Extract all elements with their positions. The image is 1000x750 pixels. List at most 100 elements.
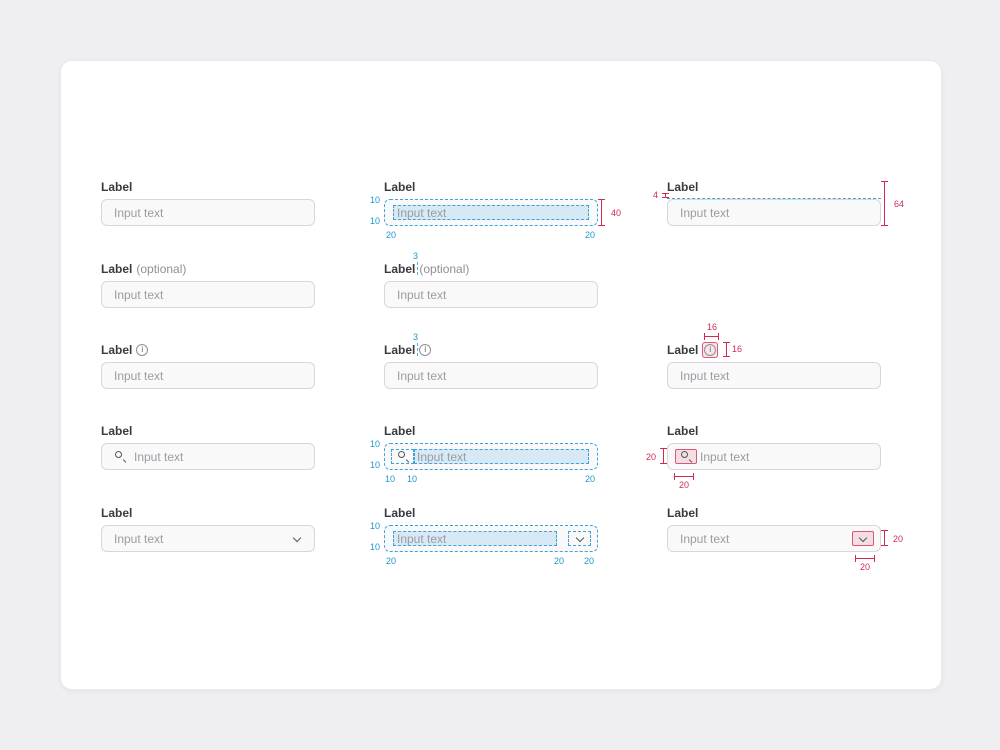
search-input[interactable]: Input text bbox=[384, 443, 598, 470]
gap-guide-line bbox=[417, 262, 418, 275]
input-placeholder: Input text bbox=[114, 531, 164, 546]
spec-search-icon-size: Label Input text 20 20 bbox=[646, 424, 881, 490]
spec-default-input-heights: Label Input text 4 64 bbox=[653, 180, 904, 226]
measure-padding-left: 10 bbox=[385, 474, 396, 484]
measure-padding-top: 10 bbox=[370, 195, 381, 205]
field-label: Label bbox=[667, 424, 881, 438]
field-label: Label (optional) 3 bbox=[384, 251, 598, 276]
input-placeholder: Input text bbox=[114, 368, 164, 383]
optional-label-text: (optional) bbox=[419, 262, 470, 276]
spec-default-input-padding: Label Input text 10 10 20 20 40 bbox=[370, 180, 621, 240]
input-placeholder: Input text bbox=[417, 449, 467, 464]
input-placeholder: Input text bbox=[680, 368, 730, 383]
field-label-text: Label bbox=[667, 343, 699, 357]
content-area-overlay bbox=[414, 449, 589, 464]
measure-chevron-height: 20 bbox=[892, 534, 903, 544]
field-label: Label 3 bbox=[384, 332, 598, 357]
search-icon bbox=[397, 450, 410, 463]
spec-search-input: Label Input text bbox=[101, 424, 315, 470]
select-input[interactable]: Input text bbox=[667, 525, 881, 552]
search-icon bbox=[114, 450, 127, 463]
field-label-text: Label bbox=[384, 343, 416, 357]
spec-default-input: Label Input text bbox=[101, 180, 315, 226]
spec-select-input-padding: Label Input text 10 10 20 20 20 bbox=[370, 506, 598, 566]
measure-padding-bottom: 10 bbox=[370, 460, 381, 470]
field-label-text: Label bbox=[101, 506, 133, 520]
text-input[interactable]: Input text bbox=[101, 199, 315, 226]
text-input[interactable]: Input text bbox=[101, 362, 315, 389]
chevron-down-icon bbox=[575, 534, 585, 544]
search-input[interactable]: Input text bbox=[101, 443, 315, 470]
measure-padding-left: 20 bbox=[386, 556, 397, 566]
field-label: Label bbox=[667, 506, 881, 520]
field-label-text: Label bbox=[667, 506, 699, 520]
text-input[interactable]: Input text bbox=[667, 199, 881, 226]
search-input[interactable]: Input text bbox=[667, 443, 881, 470]
measure-bracket-icon-width bbox=[674, 473, 694, 480]
text-input[interactable]: Input text bbox=[667, 362, 881, 389]
field-label: Label bbox=[384, 424, 598, 438]
measure-chevron-gap: 20 bbox=[554, 556, 565, 566]
measure-icon-width: 20 bbox=[679, 480, 690, 490]
content-area-overlay bbox=[393, 531, 557, 546]
measure-label-gap: 4 bbox=[653, 190, 659, 200]
content-area-overlay bbox=[393, 205, 589, 220]
measure-icon-height: 20 bbox=[646, 452, 657, 462]
measure-padding-top: 10 bbox=[370, 439, 381, 449]
measure-bracket-icon-height bbox=[723, 342, 730, 357]
select-input[interactable]: Input text bbox=[101, 525, 315, 552]
chevron-area-overlay bbox=[568, 531, 591, 546]
field-label-text: Label bbox=[101, 180, 133, 194]
field-label-text: Label bbox=[101, 424, 133, 438]
spec-optional-label-input: Label (optional) Input text bbox=[101, 262, 315, 308]
measure-padding-bottom: 10 bbox=[370, 542, 381, 552]
field-label: Label bbox=[101, 424, 315, 438]
measure-bracket-chevron-height bbox=[881, 530, 888, 546]
input-placeholder: Input text bbox=[114, 287, 164, 302]
chevron-down-icon bbox=[858, 534, 868, 544]
field-label: Label bbox=[384, 506, 598, 520]
measure-total-height: 64 bbox=[893, 199, 904, 209]
field-label-text: Label bbox=[667, 180, 699, 194]
measure-icon-width: 16 bbox=[707, 322, 718, 332]
spec-info-icon-size: Label 16 16 Input text bbox=[667, 322, 881, 389]
search-icon bbox=[680, 450, 693, 463]
input-placeholder: Input text bbox=[680, 531, 730, 546]
measure-padding-right: 20 bbox=[585, 230, 596, 240]
input-placeholder: Input text bbox=[680, 205, 730, 220]
input-placeholder: Input text bbox=[397, 531, 447, 546]
field-label: Label bbox=[101, 180, 315, 194]
field-label-text: Label bbox=[384, 262, 416, 276]
measure-optional-gap: 3 bbox=[413, 251, 419, 261]
text-input[interactable]: Input text bbox=[384, 281, 598, 308]
text-input[interactable]: Input text bbox=[101, 281, 315, 308]
info-icon[interactable] bbox=[704, 344, 717, 356]
measure-bracket-icon-height bbox=[660, 448, 667, 464]
spec-select-chevron-size: Label Input text 20 20 bbox=[667, 506, 903, 572]
field-label: Label bbox=[101, 506, 315, 520]
measure-bracket-height bbox=[598, 199, 605, 226]
select-input[interactable]: Input text bbox=[384, 525, 598, 552]
measure-bracket-label-gap bbox=[662, 193, 669, 198]
spec-search-input-padding: Label Input text 10 10 10 10 20 bbox=[370, 424, 598, 484]
chevron-down-icon bbox=[292, 534, 302, 544]
input-placeholder: Input text bbox=[397, 368, 447, 383]
field-label-text: Label bbox=[101, 343, 133, 357]
spec-select-input: Label Input text bbox=[101, 506, 315, 552]
field-label: Label bbox=[384, 180, 598, 194]
text-input[interactable]: Input text bbox=[384, 199, 598, 226]
spec-info-label-input: Label Input text bbox=[101, 343, 315, 389]
field-label-text: Label bbox=[384, 506, 416, 520]
input-placeholder: Input text bbox=[397, 287, 447, 302]
info-icon[interactable] bbox=[136, 344, 149, 356]
measure-chevron-width: 20 bbox=[859, 562, 870, 572]
measure-padding-right: 20 bbox=[585, 474, 596, 484]
spec-optional-label-gap: Label (optional) 3 Input text bbox=[384, 251, 598, 308]
measure-bracket-icon-width bbox=[704, 333, 719, 340]
field-label-text: Label bbox=[384, 424, 416, 438]
gap-guide-line bbox=[417, 343, 418, 356]
field-label: Label 16 16 bbox=[667, 322, 881, 358]
text-input[interactable]: Input text bbox=[384, 362, 598, 389]
info-icon[interactable] bbox=[419, 344, 432, 356]
